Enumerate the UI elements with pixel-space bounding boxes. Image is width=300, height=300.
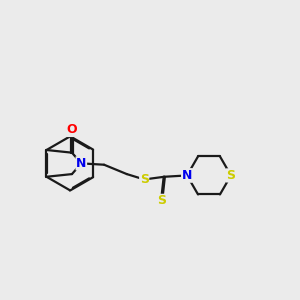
Text: O: O (67, 123, 77, 136)
Text: N: N (182, 169, 192, 182)
Text: N: N (182, 169, 192, 182)
Text: S: S (140, 173, 149, 186)
Text: N: N (76, 157, 86, 170)
Text: S: S (226, 169, 236, 182)
Text: S: S (157, 194, 166, 207)
